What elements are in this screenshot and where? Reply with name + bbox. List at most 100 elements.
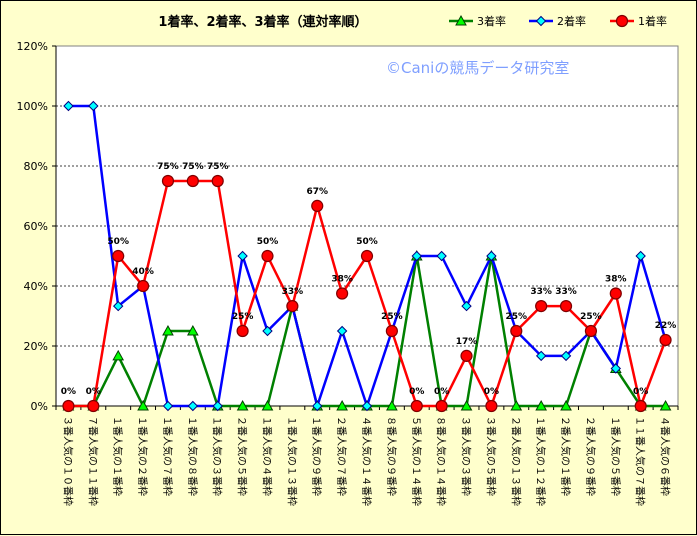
series-2-point	[635, 250, 646, 262]
data-label: 75%	[182, 162, 204, 172]
x-category-label: ２番人気の９番枠	[584, 416, 597, 496]
series-1-point	[236, 399, 249, 411]
data-label: 38%	[605, 275, 627, 285]
series-3-point	[112, 249, 125, 263]
data-label: 50%	[356, 237, 378, 247]
series-2-point	[336, 325, 348, 337]
x-category-label: ７番人気の１１番枠	[86, 416, 99, 506]
series-3-point	[62, 399, 75, 413]
series-3-point	[161, 174, 175, 188]
data-label: 17%	[456, 337, 478, 347]
y-tick-label: 0%	[31, 400, 48, 413]
x-category-label: ４番人気の６番枠	[659, 416, 672, 496]
series-1-point	[560, 399, 572, 411]
x-category-label: ２番人気の１３番枠	[509, 416, 522, 506]
series-3-point	[236, 324, 249, 338]
x-category-label: ３番人気の５番枠	[484, 416, 497, 496]
x-category-label: １番人気の１番枠	[111, 416, 124, 496]
series-2-point	[411, 250, 422, 262]
x-category-label: １番人気の４番枠	[260, 416, 273, 496]
series-2-point	[486, 250, 497, 262]
data-label: 22%	[655, 321, 677, 331]
series-1-point	[186, 324, 199, 336]
x-category-label: １番人気の９番枠	[310, 416, 323, 496]
legend-marker-2	[535, 15, 547, 27]
data-label: 67%	[306, 187, 328, 197]
data-label: 0%	[409, 387, 424, 397]
series-3-point	[485, 399, 498, 413]
x-category-label: ２番人気の１番枠	[559, 416, 572, 496]
data-label: 33%	[555, 287, 577, 297]
watermark: ©Caniの競馬データ研究室	[386, 59, 569, 77]
series-2-point	[88, 100, 99, 112]
series-2-point	[560, 350, 572, 362]
data-label: 38%	[331, 275, 353, 285]
x-category-label: ５番人気の１４番枠	[410, 416, 423, 506]
x-category-label: １１番人気の７番枠	[634, 416, 647, 506]
series-3-point	[336, 287, 349, 300]
series-3-point	[87, 399, 100, 413]
x-category-label: １番人気の３番枠	[211, 416, 224, 496]
series-2-point	[262, 325, 273, 337]
series-3-point	[584, 324, 598, 338]
series-2-point	[461, 300, 472, 312]
data-label: 33%	[282, 287, 304, 297]
series-3-point	[460, 349, 473, 362]
series-1-point	[510, 399, 523, 411]
series-3-point	[535, 300, 548, 313]
x-category-label: ８番人気の１４番枠	[435, 416, 448, 506]
series-1-point	[336, 399, 348, 411]
x-category-label: １番人気の５番枠	[609, 416, 622, 496]
data-label: 25%	[580, 312, 602, 322]
series-3-point	[609, 287, 622, 300]
y-tick-label: 40%	[24, 280, 48, 293]
series-2-point	[312, 400, 323, 412]
series-3-point	[186, 174, 199, 188]
series-3-point	[410, 399, 423, 413]
legend-marker-1	[455, 14, 467, 26]
x-category-label: ３番人気の１０番枠	[61, 416, 74, 506]
chart-title: 1着率、2着率、3着率（連対率順）	[158, 14, 367, 30]
series-1-point	[659, 399, 672, 411]
series-2-point	[212, 400, 223, 412]
data-label: 25%	[506, 312, 528, 322]
data-label: 0%	[86, 387, 101, 397]
series-2-point	[162, 400, 174, 412]
series-3-point	[659, 333, 672, 347]
series-3-point	[510, 324, 523, 338]
series-3-point	[136, 279, 150, 293]
data-label: 75%	[207, 162, 229, 172]
data-label: 25%	[381, 312, 403, 322]
data-label: 0%	[61, 387, 76, 397]
series-2-point	[436, 250, 447, 262]
legend-label-2: 2着率	[557, 14, 586, 28]
data-label: 0%	[434, 387, 449, 397]
y-tick-label: 80%	[24, 160, 48, 173]
x-category-label: １番人気の８番枠	[186, 416, 199, 496]
data-label: 0%	[484, 387, 499, 397]
series-1-point	[261, 399, 274, 411]
series-2-point	[535, 350, 547, 362]
series-2-point	[237, 250, 248, 262]
series-1-point	[386, 399, 398, 411]
x-category-label: １番人気の１３番枠	[285, 416, 298, 506]
series-2-point	[610, 363, 622, 374]
y-tick-label: 120%	[17, 40, 48, 53]
x-category-label: ４番人気の１４番枠	[360, 416, 373, 506]
series-3-point	[559, 300, 573, 313]
x-category-label: １番人気の１２番枠	[534, 416, 547, 506]
y-tick-label: 20%	[24, 340, 48, 353]
data-label: 25%	[232, 312, 254, 322]
data-label: 33%	[530, 287, 552, 297]
series-2-point	[112, 300, 124, 312]
series-2-point	[187, 400, 199, 412]
data-label: 0%	[633, 387, 648, 397]
series-1-point	[162, 324, 174, 336]
series-1-point	[460, 399, 473, 411]
legend-label-1: 3着率	[477, 14, 506, 28]
series-1-point	[112, 349, 125, 361]
x-category-label: ８番人気の９番枠	[385, 416, 398, 496]
x-category-label: ２番人気の５番枠	[236, 416, 249, 496]
legend-marker-3	[615, 14, 629, 28]
